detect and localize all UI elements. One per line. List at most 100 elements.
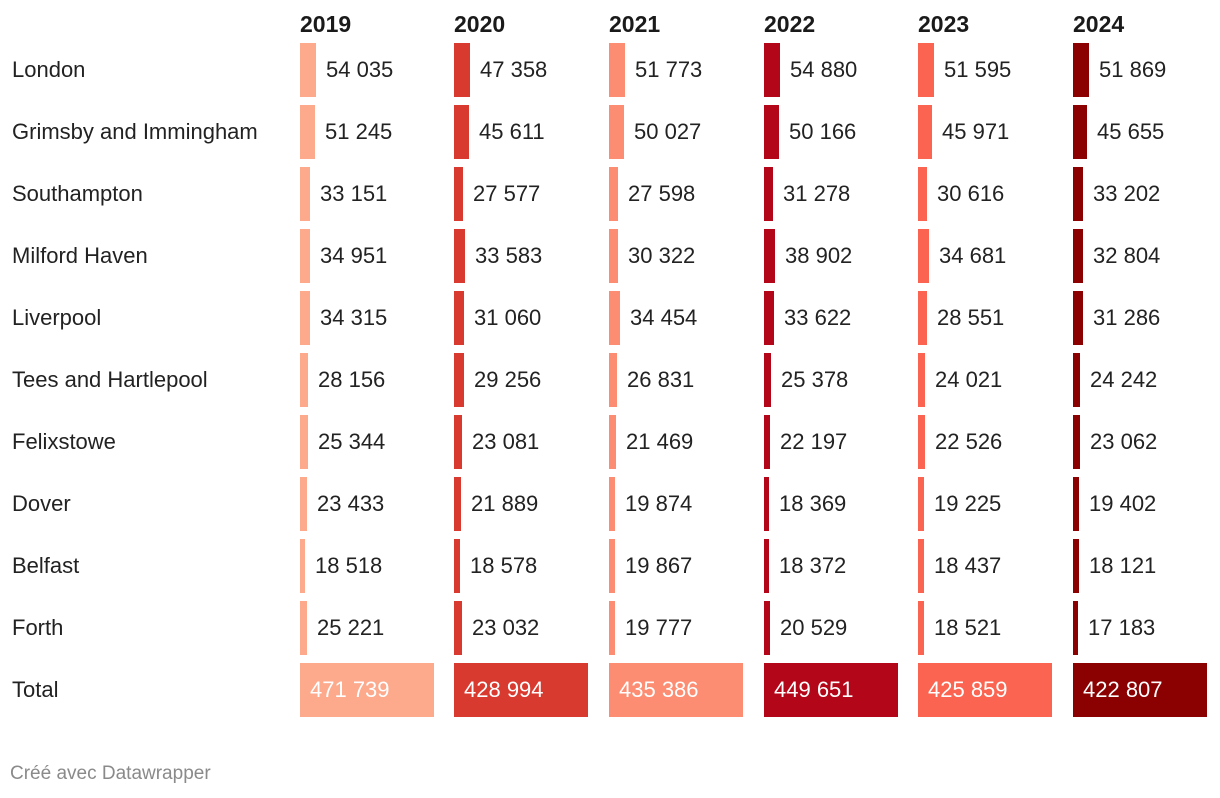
value-bar (918, 43, 934, 97)
value-bar (1073, 477, 1079, 531)
value-bar (1073, 105, 1087, 159)
cell-value: 30 322 (628, 243, 696, 268)
total-bar (1073, 663, 1207, 717)
value-bar (454, 601, 462, 655)
cell-value: 28 156 (318, 367, 386, 392)
value-bar (300, 477, 307, 531)
value-bar (918, 229, 929, 283)
cell-value: 34 315 (320, 305, 388, 330)
value-bar (764, 167, 773, 221)
value-bar (918, 105, 932, 159)
cell-value: 33 622 (784, 305, 852, 330)
cell-value: 31 060 (474, 305, 542, 330)
value-bar (764, 539, 769, 593)
year-header-2023: 2023 (918, 11, 970, 37)
year-header-2024: 2024 (1073, 11, 1125, 37)
cell-value: 31 278 (783, 181, 851, 206)
cell-value: 26 831 (627, 367, 695, 392)
value-bar (764, 291, 774, 345)
year-header-2019: 2019 (300, 11, 352, 37)
value-bar (1073, 167, 1083, 221)
value-bar (300, 43, 316, 97)
value-bar (300, 105, 315, 159)
cell-value: 50 027 (634, 119, 702, 144)
cell-value: 20 529 (780, 615, 848, 640)
row-label: Southampton (12, 181, 143, 206)
cell-value: 25 378 (781, 367, 849, 392)
cell-value: 24 242 (1090, 367, 1158, 392)
cell-value: 23 032 (472, 615, 540, 640)
cell-value: 25 221 (317, 615, 385, 640)
value-bar (454, 229, 465, 283)
value-bar (609, 601, 615, 655)
value-bar (918, 353, 925, 407)
total-bar (609, 663, 743, 717)
value-bar (454, 415, 462, 469)
cell-value: 51 595 (944, 57, 1012, 82)
value-bar (300, 353, 308, 407)
cell-value: 21 469 (626, 429, 694, 454)
cell-value: 29 256 (474, 367, 542, 392)
value-bar (609, 539, 615, 593)
cell-value: 45 611 (479, 119, 545, 144)
value-bar (1073, 291, 1083, 345)
cell-value: 18 518 (315, 553, 383, 578)
total-value: 449 651 (774, 677, 854, 702)
year-header-2021: 2021 (609, 11, 661, 37)
cell-value: 28 551 (937, 305, 1005, 330)
value-bar (918, 539, 924, 593)
row-label: Dover (12, 491, 71, 516)
total-bar (454, 663, 588, 717)
cell-value: 25 344 (318, 429, 386, 454)
total-value: 425 859 (928, 677, 1008, 702)
cell-value: 51 773 (635, 57, 703, 82)
value-bar (764, 415, 770, 469)
cell-value: 18 372 (779, 553, 847, 578)
cell-value: 22 197 (780, 429, 848, 454)
total-value: 435 386 (619, 677, 699, 702)
year-header-2022: 2022 (764, 11, 816, 37)
value-bar (1073, 43, 1089, 97)
total-value: 428 994 (464, 677, 544, 702)
cell-value: 21 889 (471, 491, 539, 516)
cell-value: 34 454 (630, 305, 698, 330)
cell-value: 50 166 (789, 119, 857, 144)
cell-value: 19 874 (625, 491, 693, 516)
total-bar (764, 663, 898, 717)
row-label: Liverpool (12, 305, 102, 330)
value-bar (300, 415, 308, 469)
cell-value: 54 035 (326, 57, 394, 82)
cell-value: 19 225 (934, 491, 1002, 516)
row-label: Belfast (12, 553, 80, 578)
total-value: 471 739 (310, 677, 390, 702)
cell-value: 18 437 (934, 553, 1002, 578)
value-bar (300, 291, 310, 345)
value-bar (918, 167, 927, 221)
value-bar (454, 291, 464, 345)
cell-value: 18 521 (934, 615, 1002, 640)
value-bar (1073, 229, 1083, 283)
value-bar (764, 477, 769, 531)
value-bar (454, 477, 461, 531)
cell-value: 27 577 (473, 181, 541, 206)
cell-value: 23 062 (1090, 429, 1158, 454)
value-bar (1073, 415, 1080, 469)
total-bar (918, 663, 1052, 717)
value-bar (609, 105, 624, 159)
cell-value: 22 526 (935, 429, 1003, 454)
cell-value: 19 777 (625, 615, 693, 640)
value-bar (454, 353, 464, 407)
total-label: Total (12, 677, 59, 702)
value-bar (1073, 353, 1080, 407)
value-bar (1073, 539, 1079, 593)
value-bar (609, 43, 625, 97)
value-bar (454, 539, 460, 593)
value-bar (918, 415, 925, 469)
cell-value: 31 286 (1093, 305, 1161, 330)
cell-value: 33 583 (475, 243, 543, 268)
cell-value: 45 655 (1097, 119, 1165, 144)
cell-value: 17 183 (1088, 615, 1156, 640)
cell-value: 34 951 (320, 243, 388, 268)
cell-value: 33 202 (1093, 181, 1161, 206)
